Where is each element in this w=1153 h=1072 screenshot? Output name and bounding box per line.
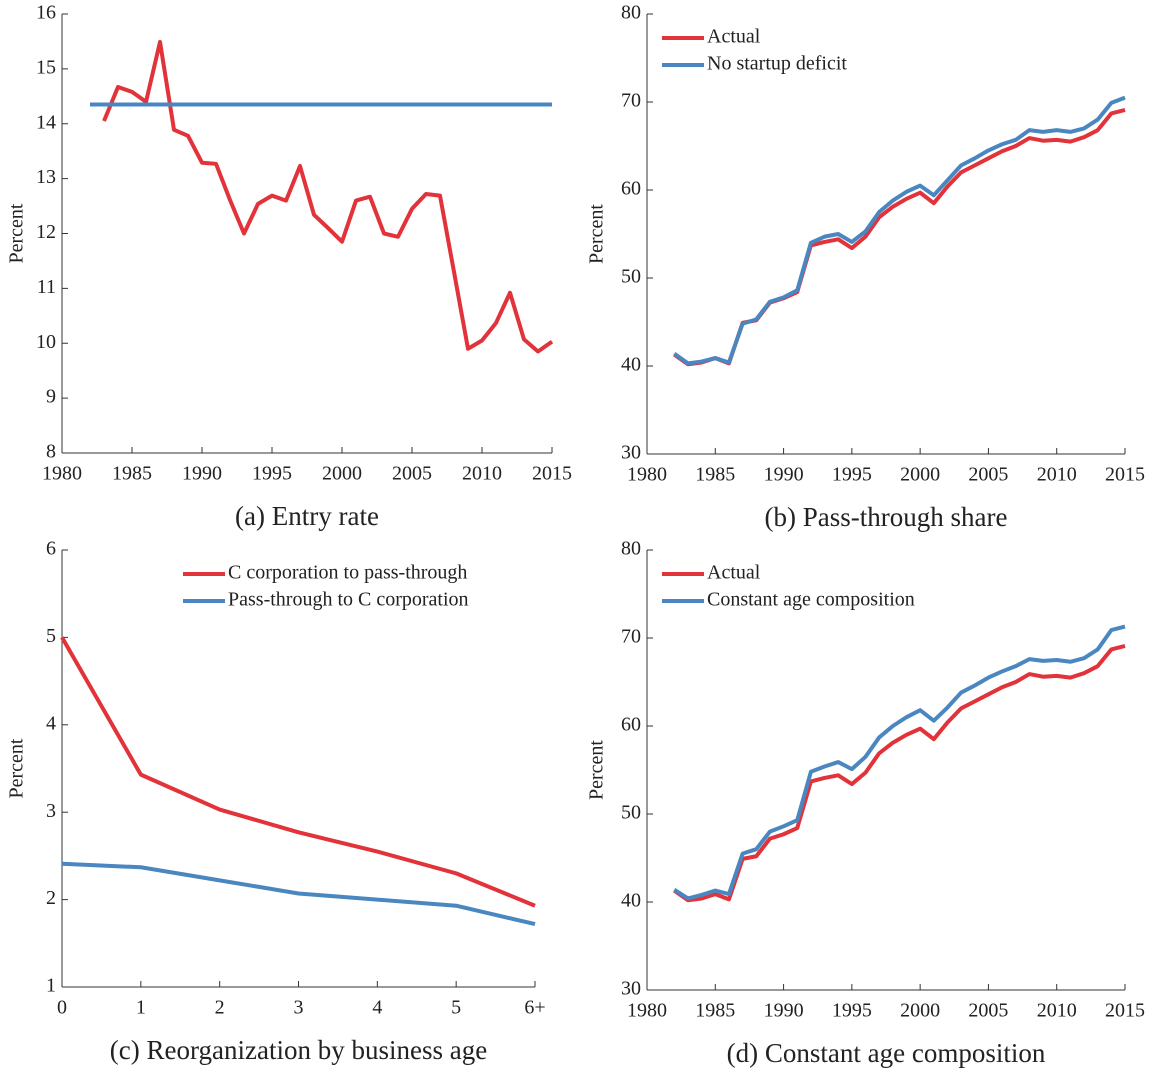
y-tick-label: 2 — [46, 887, 56, 909]
legend-label: Actual — [707, 562, 761, 584]
x-tick-label: 1980 — [627, 1000, 667, 1022]
x-tick-label: 4 — [372, 997, 382, 1019]
x-tick-label: 6+ — [524, 997, 545, 1019]
x-tick-label: 1985 — [112, 463, 152, 485]
y-tick-label: 1 — [46, 975, 56, 997]
x-tick-label: 2 — [215, 997, 225, 1019]
y-tick-label: 80 — [621, 2, 641, 24]
y-tick-label: 6 — [46, 538, 56, 560]
x-tick-label: 2010 — [462, 463, 502, 485]
x-tick-label: 2010 — [1037, 464, 1077, 486]
legend-label: No startup deficit — [707, 53, 847, 75]
y-tick-label: 80 — [621, 538, 641, 560]
y-tick-label: 30 — [621, 442, 641, 464]
data-line — [673, 95, 1126, 366]
y-tick-label: 60 — [621, 178, 641, 200]
x-tick-label: 2005 — [392, 463, 432, 485]
x-tick-label: 1980 — [42, 463, 82, 485]
x-tick-label: 1990 — [764, 464, 804, 486]
x-tick-label: 3 — [294, 997, 304, 1019]
x-tick-label: 1995 — [252, 463, 292, 485]
x-tick-label: 1990 — [764, 1000, 804, 1022]
caption: (a) Entry rate — [235, 501, 379, 531]
x-tick-label: 2005 — [968, 1000, 1008, 1022]
legend-label: Actual — [707, 26, 761, 48]
x-tick-label: 2005 — [968, 464, 1008, 486]
y-tick-label: 5 — [46, 625, 56, 647]
y-tick-label: 3 — [46, 800, 56, 822]
legend-label: C corporation to pass-through — [228, 562, 467, 584]
y-tick-label: 4 — [46, 712, 56, 734]
y-tick-label: 9 — [46, 386, 56, 408]
x-tick-label: 2000 — [900, 464, 940, 486]
x-tick-label: 1985 — [695, 1000, 735, 1022]
x-tick-label: 1990 — [182, 463, 222, 485]
y-axis-label: Percent — [6, 203, 28, 263]
x-tick-label: 2015 — [532, 463, 572, 485]
caption: (c) Reorganization by business age — [110, 1035, 487, 1065]
caption: (b) Pass-through share — [765, 502, 1008, 532]
y-tick-label: 13 — [36, 166, 56, 188]
data-line — [102, 39, 554, 354]
y-tick-label: 70 — [621, 90, 641, 112]
y-tick-label: 10 — [36, 331, 56, 353]
data-line — [673, 624, 1126, 901]
legend-label: Constant age composition — [707, 589, 915, 611]
y-tick-label: 50 — [621, 802, 641, 824]
x-tick-label: 1985 — [695, 464, 735, 486]
x-tick-label: 2015 — [1105, 464, 1145, 486]
x-tick-label: 2000 — [322, 463, 362, 485]
x-tick-label: 1980 — [627, 464, 667, 486]
x-tick-label: 2000 — [900, 1000, 940, 1022]
y-axis-label: Percent — [6, 738, 28, 798]
y-tick-label: 8 — [46, 441, 56, 463]
y-tick-label: 30 — [621, 978, 641, 1000]
x-tick-label: 5 — [451, 997, 461, 1019]
y-axis-label: Percent — [586, 204, 608, 264]
x-tick-label: 2010 — [1037, 1000, 1077, 1022]
y-tick-label: 16 — [36, 2, 56, 24]
y-axis-label: Percent — [586, 740, 608, 800]
legend-label: Pass-through to C corporation — [228, 589, 469, 611]
y-tick-label: 40 — [621, 354, 641, 376]
x-tick-label: 1995 — [832, 1000, 872, 1022]
x-tick-label: 1 — [136, 997, 146, 1019]
x-tick-label: 1995 — [832, 464, 872, 486]
data-line — [61, 861, 536, 927]
y-tick-label: 40 — [621, 890, 641, 912]
data-line — [673, 643, 1126, 903]
y-tick-label: 14 — [36, 111, 56, 133]
caption: (d) Constant age composition — [727, 1038, 1046, 1068]
x-tick-label: 2015 — [1105, 1000, 1145, 1022]
x-tick-label: 0 — [57, 997, 67, 1019]
y-tick-label: 60 — [621, 714, 641, 736]
y-tick-label: 12 — [36, 221, 56, 243]
y-tick-label: 50 — [621, 266, 641, 288]
y-tick-label: 70 — [621, 626, 641, 648]
y-tick-label: 15 — [36, 56, 56, 78]
y-tick-label: 11 — [37, 276, 56, 298]
data-line — [60, 636, 536, 908]
